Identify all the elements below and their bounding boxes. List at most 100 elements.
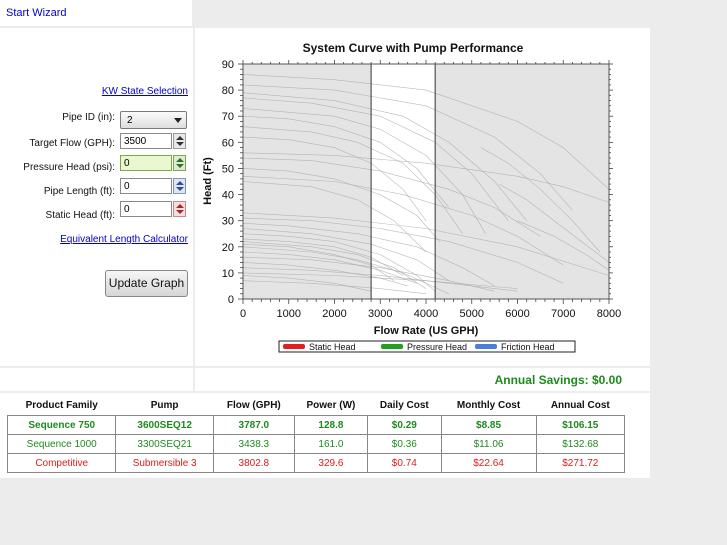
- y-tick-label: 80: [222, 85, 234, 97]
- y-axis-label: Head (Ft): [202, 157, 214, 205]
- pump-curve-13: [242, 181, 427, 253]
- savings-left-cell: [0, 368, 193, 391]
- pipe-id-label: Pipe ID (in):: [62, 112, 115, 123]
- results-table: Product Family Pump Flow (GPH) Power (W) Dai…: [6, 395, 626, 473]
- legend-label-2: Pressure Head: [407, 342, 467, 352]
- pump-curve-29: [242, 280, 427, 295]
- x-tick-label: 2000: [322, 308, 346, 320]
- start-wizard-link[interactable]: Start Wizard: [6, 7, 67, 19]
- table-cell: 329.6: [293, 453, 369, 473]
- pump-curve-4: [242, 97, 509, 221]
- y-tick-label: 60: [222, 137, 234, 149]
- x-tick-label: 0: [240, 308, 246, 320]
- pump-curve-32: [517, 220, 610, 271]
- y-tick-label: 40: [222, 190, 234, 202]
- legend-label-1: Static Head: [309, 342, 356, 352]
- x-tick-label: 4000: [414, 308, 438, 320]
- pump-curve-28: [242, 275, 372, 292]
- pump-curve-15: [242, 217, 564, 284]
- target-flow-input[interactable]: [120, 133, 172, 149]
- pump-curve-5: [242, 108, 486, 234]
- pipe-id-value: 2: [127, 115, 133, 126]
- column-header: Flow (GPH): [226, 399, 281, 411]
- table-cell: 3438.3: [212, 434, 295, 454]
- table-cell: $11.06: [440, 434, 537, 454]
- start-wizard-tab: Start Wizard: [0, 0, 192, 26]
- table-cell: $0.74: [367, 453, 442, 473]
- pressure-head-label: Pressure Head (psi):: [23, 162, 115, 173]
- pump-curve-11: [242, 168, 440, 242]
- pump-curve-23: [242, 251, 417, 284]
- controls-panel: KW State Selection Pipe ID (in): 2 Targe…: [0, 28, 193, 366]
- pump-curve-1: [242, 74, 610, 190]
- table-row: Sequence 1000 3300SEQ21 3438.3 161.0 $0.36 $1…: [6, 434, 626, 454]
- target-flow-band: [371, 64, 436, 299]
- table-cell: 3300SEQ21: [115, 434, 214, 454]
- system-curve-chart: System Curve with Pump Performance 0 1000…: [202, 41, 621, 353]
- pump-curve-10: [242, 157, 541, 237]
- x-tick-label: 8000: [597, 308, 621, 320]
- pipe-id-select[interactable]: 2: [120, 111, 187, 129]
- pressure-head-stepper[interactable]: [173, 155, 186, 171]
- table-cell: 128.8: [293, 415, 369, 435]
- pump-curve-18: [242, 233, 436, 292]
- static-head-label: Static Head (ft):: [45, 210, 115, 221]
- legend-label-3: Friction Head: [501, 342, 555, 352]
- chart-legend: Static Head Pressure Head Friction Head: [278, 340, 576, 353]
- y-tick-label: 90: [222, 59, 234, 71]
- pump-curve-12: [242, 176, 564, 266]
- table-cell: Sequence 1000: [6, 434, 117, 454]
- pump-curve-3: [242, 92, 527, 221]
- pump-curve-20: [242, 241, 427, 289]
- table-cell: $106.15: [535, 415, 626, 435]
- static-head-stepper[interactable]: [173, 201, 186, 217]
- pump-curve-14: [242, 212, 610, 276]
- kw-state-selection-link[interactable]: KW State Selection: [101, 86, 188, 97]
- column-header: Monthly Cost: [456, 399, 521, 411]
- legend-swatch-2: [381, 344, 403, 349]
- pump-curve-2: [242, 84, 573, 211]
- legend-swatch-3: [475, 344, 497, 349]
- pump-curve-25: [242, 262, 408, 287]
- x-tick-label: 7000: [551, 308, 575, 320]
- table-cell: 161.0: [293, 434, 369, 454]
- x-tick-label: 6000: [505, 308, 529, 320]
- table-cell: Submersible 3: [115, 453, 214, 473]
- pressure-head-input[interactable]: [120, 155, 172, 171]
- chart-panel: System Curve with Pump Performance 0 1000…: [195, 28, 650, 366]
- column-header: Pump: [150, 399, 179, 411]
- legend-box: [278, 340, 576, 353]
- plot-area: 0 1000 2000 3000 4000 5000 6000 7000 8000 0 10 20 30…: [222, 59, 621, 320]
- pump-curve-16: [242, 223, 495, 287]
- chart-title: System Curve with Pump Performance: [303, 41, 524, 55]
- column-header: Annual Cost: [550, 399, 610, 411]
- column-header: Product Family: [25, 399, 98, 411]
- x-tick-label: 1000: [277, 308, 301, 320]
- table-row: Competitive Submersible 3 3802.8 329.6 $0.74…: [6, 453, 626, 473]
- table-cell: Sequence 750: [6, 415, 117, 435]
- pump-curve-9: [242, 152, 610, 203]
- table-cell: $0.29: [367, 415, 442, 435]
- target-flow-stepper[interactable]: [173, 133, 186, 149]
- pipe-length-input[interactable]: [120, 178, 172, 194]
- table-cell: 3802.8: [212, 453, 295, 473]
- pump-curve-7: [242, 126, 463, 234]
- equivalent-length-calculator-link[interactable]: Equivalent Length Calculator: [60, 234, 188, 245]
- y-tick-label: 50: [222, 163, 234, 175]
- table-cell: $22.64: [440, 453, 537, 473]
- x-axis-label: Flow Rate (US GPH): [374, 325, 479, 337]
- table-row: Sequence 750 3600SEQ12 3787.0 128.8 $0.29 $8.…: [6, 415, 626, 435]
- x-tick-label: 3000: [368, 308, 392, 320]
- y-tick-label: 70: [222, 111, 234, 123]
- legend-swatch-1: [283, 344, 305, 349]
- y-tick-label: 0: [228, 294, 234, 306]
- pump-curve-27: [242, 272, 518, 289]
- static-head-input[interactable]: [120, 201, 172, 217]
- pump-curve-6: [242, 115, 450, 208]
- annual-savings-label: Annual Savings: $0.00: [494, 373, 622, 387]
- pipe-length-stepper[interactable]: [173, 178, 186, 194]
- update-graph-button[interactable]: Update Graph: [105, 270, 188, 297]
- pump-curve-26: [242, 267, 518, 292]
- table-cell: 3787.0: [212, 415, 295, 435]
- pump-curve-8: [242, 136, 427, 221]
